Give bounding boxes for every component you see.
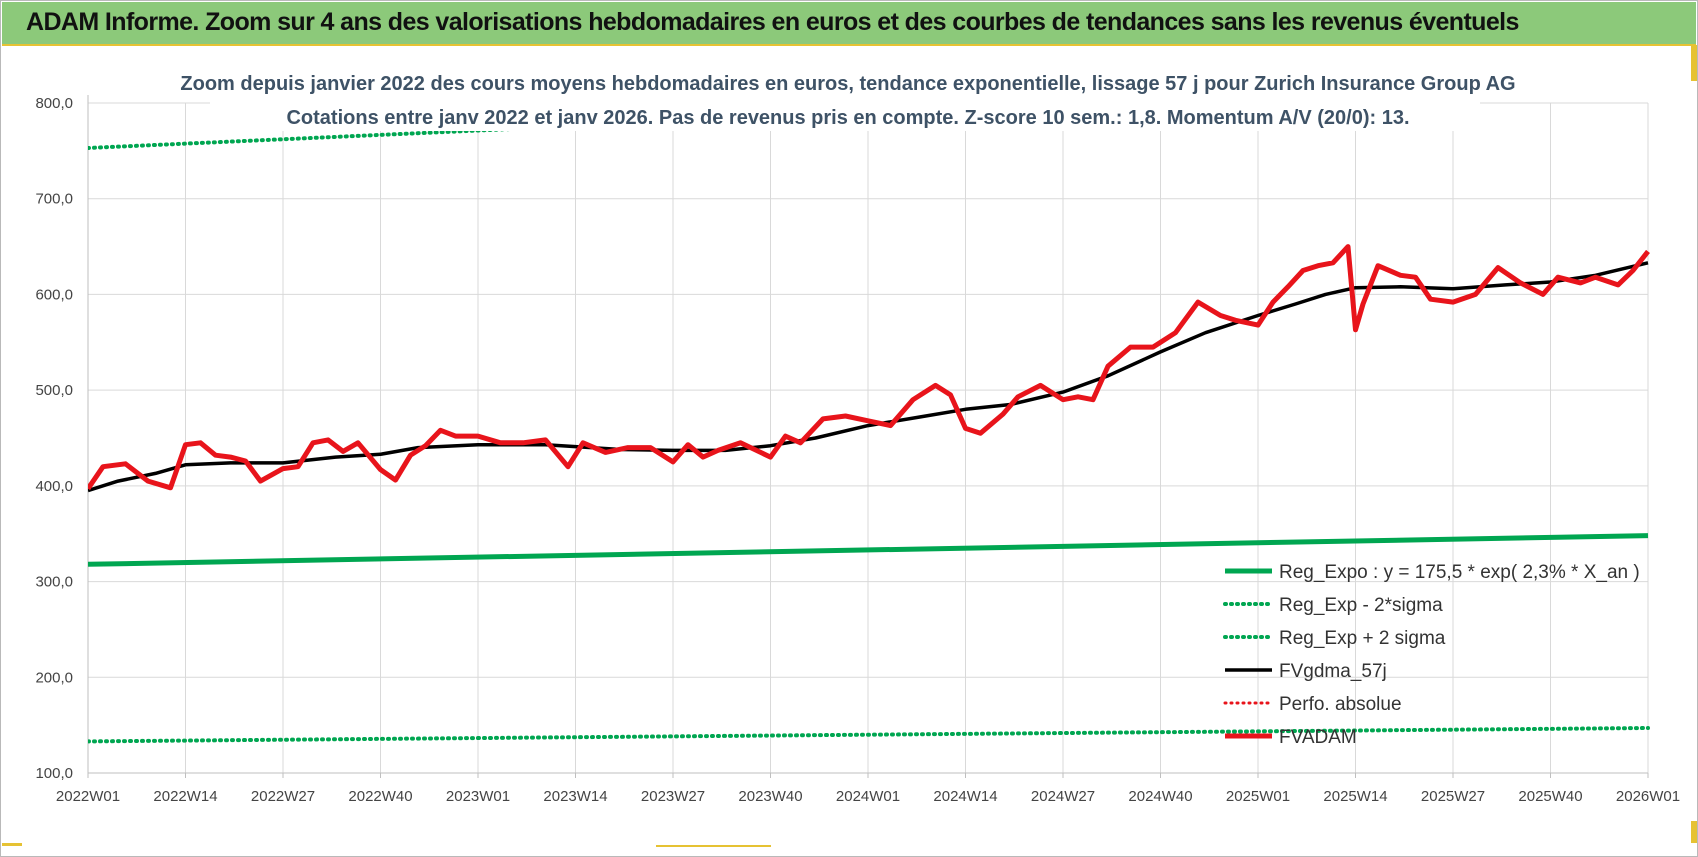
report-title: ADAM Informe. Zoom sur 4 ans des valoris… <box>26 8 1519 36</box>
x-tick-label: 2024W14 <box>933 788 997 805</box>
x-tick-label: 2023W01 <box>446 788 510 805</box>
x-tick-label: 2026W01 <box>1616 788 1680 805</box>
x-tick-label: 2025W27 <box>1421 788 1485 805</box>
y-tick-label: 600,0 <box>35 286 73 303</box>
fvadam-line <box>88 244 1650 491</box>
corner-accent-bottom-mid <box>656 845 771 847</box>
corner-accent-bottom-right <box>1691 821 1697 843</box>
y-axis-ticks: 100,0 200,0 300,0 400,0 500,0 600,0 700,0 800,0 <box>35 95 73 782</box>
y-tick-label: 400,0 <box>35 478 73 495</box>
x-tick-label: 2023W14 <box>543 788 607 805</box>
corner-accent-bottom-left <box>2 843 22 846</box>
legend-label: Perfo. absolue <box>1279 694 1402 715</box>
y-tick-label: 100,0 <box>35 765 73 782</box>
y-tick-label: 200,0 <box>35 669 73 686</box>
legend: Reg_Expo : y = 175,5 * exp( 2,3% * X_an … <box>1223 562 1640 748</box>
x-tick-label: 2025W14 <box>1323 788 1387 805</box>
y-tick-label: 300,0 <box>35 574 73 591</box>
title-background <box>210 68 1480 131</box>
x-tick-label: 2023W40 <box>738 788 802 805</box>
grid-lines <box>87 95 1649 774</box>
x-tick-label: 2022W14 <box>153 788 217 805</box>
x-tick-label: 2022W01 <box>56 788 120 805</box>
legend-label: Reg_Exp - 2*sigma <box>1279 595 1443 616</box>
y-tick-label: 700,0 <box>35 191 73 208</box>
reg-expo-line <box>88 533 1649 567</box>
y-tick-label: 800,0 <box>35 95 73 112</box>
legend-label: Reg_Exp + 2 sigma <box>1279 628 1446 649</box>
x-tick-label: 2024W01 <box>836 788 900 805</box>
legend-label: FVgdma_57j <box>1279 661 1387 682</box>
corner-accent-top-right <box>1691 45 1697 81</box>
x-axis-ticks: 2022W01 2022W14 2022W27 2022W40 2023W01 2023W… <box>56 773 1680 805</box>
x-tick-label: 2024W40 <box>1128 788 1192 805</box>
chart-title: Zoom depuis janvier 2022 des cours moyen… <box>180 73 1515 95</box>
x-tick-label: 2022W40 <box>348 788 412 805</box>
x-tick-label: 2023W27 <box>641 788 705 805</box>
series-lines <box>88 93 1650 744</box>
chart-subtitle: Cotations entre janv 2022 et janv 2026. … <box>286 107 1409 129</box>
report-banner: ADAM Informe. Zoom sur 4 ans des valoris… <box>2 2 1696 46</box>
x-tick-label: 2025W01 <box>1226 788 1290 805</box>
x-tick-label: 2025W40 <box>1518 788 1582 805</box>
chart-titles: Zoom depuis janvier 2022 des cours moyen… <box>180 68 1516 131</box>
reg-exp-minus-2sigma-line <box>88 726 1650 744</box>
x-tick-label: 2022W27 <box>251 788 315 805</box>
y-tick-label: 500,0 <box>35 382 73 399</box>
x-tick-label: 2024W27 <box>1031 788 1095 805</box>
legend-label: Reg_Expo : y = 175,5 * exp( 2,3% * X_an … <box>1279 562 1640 583</box>
legend-label: FVADAM <box>1279 727 1357 748</box>
